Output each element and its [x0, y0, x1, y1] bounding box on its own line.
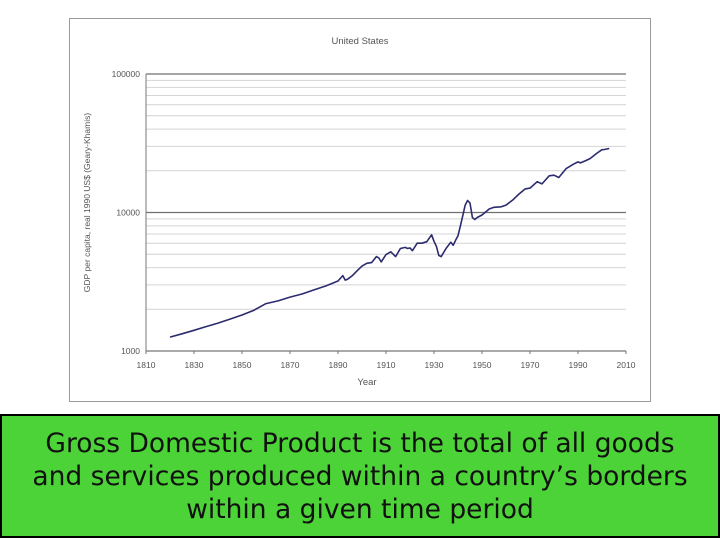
caption-box: Gross Domestic Product is the total of a… — [0, 414, 720, 538]
x-tick-label: 1910 — [377, 360, 396, 370]
y-tick-label: 100000 — [112, 69, 141, 79]
caption-line-2: and services produced within a country’s… — [32, 460, 688, 492]
x-tick-label: 1970 — [521, 360, 540, 370]
x-tick-label: 1890 — [329, 360, 348, 370]
x-tick-label: 1810 — [137, 360, 156, 370]
y-tick-label: 1000 — [121, 346, 140, 356]
x-axis-label: Year — [357, 377, 376, 388]
x-tick-label: 1870 — [281, 360, 300, 370]
y-tick-label: 10000 — [116, 208, 140, 218]
x-tick-label: 1930 — [425, 360, 444, 370]
x-tick-label: 1950 — [473, 360, 492, 370]
caption-line-3: within a given time period — [186, 493, 534, 525]
chart-svg: 1000 10000 100000 1810 1830 1850 1870 1890 1910 1… — [82, 36, 636, 388]
series-line — [169, 147, 610, 338]
x-tick-label: 2010 — [617, 360, 636, 370]
x-tick-label: 1990 — [569, 360, 588, 370]
y-axis-label: GDP per capita, real 1990 US$ (Geary-Kha… — [82, 113, 92, 293]
chart-title: United States — [331, 36, 388, 47]
chart-frame: 1000 10000 100000 1810 1830 1850 1870 1890 1910 1… — [69, 18, 651, 402]
x-tick-label: 1830 — [185, 360, 204, 370]
x-tick-label: 1850 — [233, 360, 252, 370]
caption-line-1: Gross Domestic Product is the total of a… — [45, 427, 675, 459]
